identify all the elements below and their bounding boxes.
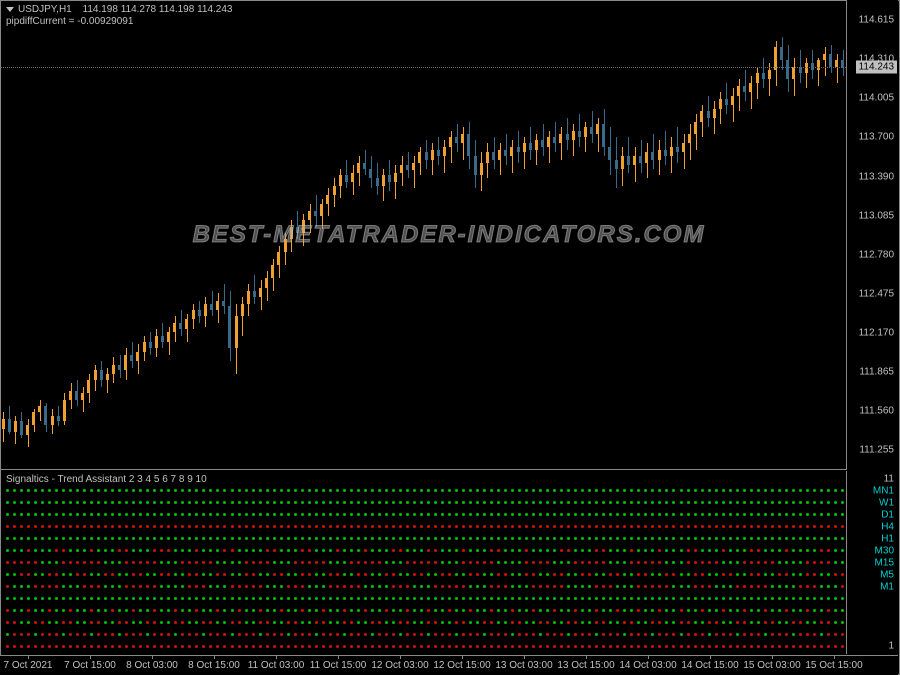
price-tick-label: 112.170 bbox=[859, 327, 894, 338]
signal-row bbox=[6, 633, 844, 637]
timeframe-label: W1 bbox=[879, 498, 894, 509]
time-tick-label: 8 Oct 03:00 bbox=[126, 660, 178, 671]
time-tick-label: 7 Oct 15:00 bbox=[64, 660, 116, 671]
timeframe-label: H1 bbox=[881, 534, 894, 545]
time-axis: 7 Oct 2021 7 Oct 15:00 8 Oct 03:00 8 Oct 15… bbox=[0, 655, 898, 675]
live-price-label: 114.243 bbox=[856, 61, 897, 74]
signal-row bbox=[6, 561, 844, 565]
price-tick-label: 112.780 bbox=[859, 249, 894, 260]
price-tick-label: 113.390 bbox=[859, 171, 894, 182]
timeframe-label: H4 bbox=[881, 522, 894, 533]
price-tick-label: 113.085 bbox=[859, 210, 894, 221]
candlestick-area[interactable] bbox=[0, 0, 846, 470]
time-tick-label: 12 Oct 03:00 bbox=[371, 660, 428, 671]
time-tick-label: 11 Oct 03:00 bbox=[248, 660, 305, 671]
time-tick-label: 7 Oct 2021 bbox=[4, 660, 53, 671]
signal-row bbox=[6, 585, 844, 589]
signal-row bbox=[6, 489, 844, 493]
time-tick-label: 14 Oct 03:00 bbox=[619, 660, 676, 671]
time-tick-label: 15 Oct 03:00 bbox=[743, 660, 800, 671]
time-tick-label: 13 Oct 15:00 bbox=[557, 660, 614, 671]
timeframe-label: M5 bbox=[880, 570, 894, 581]
signal-row bbox=[6, 501, 844, 505]
timeframe-label: D1 bbox=[881, 510, 894, 521]
price-chart-panel[interactable]: USDJPY,H1 114.198 114.278 114.198 114.24… bbox=[0, 0, 898, 470]
signal-row bbox=[6, 525, 844, 529]
timeframe-label: M1 bbox=[880, 582, 894, 593]
indicator-panel[interactable]: Signaltics - Trend Assistant 2 3 4 5 6 7… bbox=[0, 471, 898, 654]
timeframe-label: M15 bbox=[875, 558, 894, 569]
signal-row bbox=[6, 609, 844, 613]
price-tick-label: 111.560 bbox=[859, 406, 894, 417]
time-tick-label: 11 Oct 15:00 bbox=[310, 660, 367, 671]
price-tick-label: 111.865 bbox=[859, 367, 894, 378]
signal-row bbox=[6, 645, 844, 649]
signal-row bbox=[6, 537, 844, 541]
live-price-line bbox=[0, 67, 846, 68]
signal-row bbox=[6, 573, 844, 577]
timeframe-label: MN1 bbox=[873, 486, 894, 497]
timeframe-label: M30 bbox=[875, 546, 894, 557]
indicator-title: Signaltics - Trend Assistant 2 3 4 5 6 7… bbox=[6, 474, 207, 485]
price-axis: 114.615114.310114.005113.700113.390113.0… bbox=[846, 0, 898, 470]
time-tick-label: 12 Oct 15:00 bbox=[433, 660, 490, 671]
indicator-axis: 111MN1W1D1H4H1M30M15M5M1 bbox=[846, 471, 898, 654]
time-tick-label: 15 Oct 15:00 bbox=[805, 660, 862, 671]
price-tick-label: 114.615 bbox=[859, 14, 894, 25]
signal-row bbox=[6, 621, 844, 625]
signal-row bbox=[6, 597, 844, 601]
indicator-scale-bottom: 1 bbox=[888, 641, 894, 652]
price-tick-label: 111.255 bbox=[859, 445, 894, 456]
signal-row bbox=[6, 549, 844, 553]
time-tick-label: 14 Oct 15:00 bbox=[681, 660, 738, 671]
price-tick-label: 113.700 bbox=[859, 132, 894, 143]
time-tick-label: 8 Oct 15:00 bbox=[188, 660, 240, 671]
time-tick-label: 13 Oct 03:00 bbox=[495, 660, 552, 671]
signal-row bbox=[6, 513, 844, 517]
price-tick-label: 112.475 bbox=[859, 288, 894, 299]
indicator-scale-top: 11 bbox=[884, 474, 894, 485]
price-tick-label: 114.005 bbox=[859, 92, 894, 103]
